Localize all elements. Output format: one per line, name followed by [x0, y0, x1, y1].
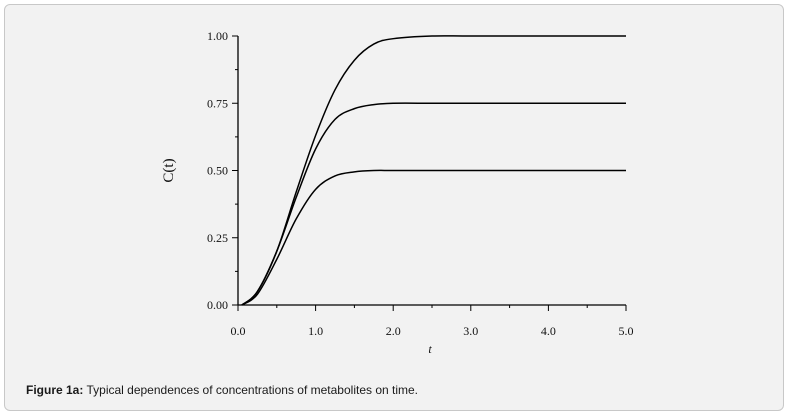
x-tick-label: 5.0 — [619, 324, 634, 338]
series-line-2 — [241, 102, 626, 306]
y-tick-label: 1.00 — [207, 29, 228, 43]
figure-frame: 0.00 0.25 0.50 0.75 1.00 0.0 1.0 2.0 3.0 4.0 5.0 C… — [4, 4, 784, 411]
line-chart: 0.00 0.25 0.50 0.75 1.00 0.0 1.0 2.0 3.0 4.0 5.0 C… — [161, 29, 634, 356]
figure-caption: Figure 1a: Typical dependences of concen… — [26, 383, 418, 397]
caption-label: Figure 1a: — [26, 383, 84, 397]
x-tick-label: 3.0 — [463, 324, 478, 338]
y-tick-label: 0.25 — [207, 231, 228, 245]
x-axis-label: t — [428, 342, 432, 356]
chart-ticks: 0.00 0.25 0.50 0.75 1.00 0.0 1.0 2.0 3.0 4.0 5.0 — [207, 29, 634, 338]
x-tick-label: 2.0 — [386, 324, 401, 338]
y-axis-label: C(t) — [161, 158, 177, 182]
chart-series — [241, 35, 626, 306]
x-tick-label: 4.0 — [541, 324, 556, 338]
x-tick-label: 1.0 — [308, 324, 323, 338]
y-tick-label: 0.50 — [207, 164, 228, 178]
caption-text: Typical dependences of concentrations of… — [83, 383, 419, 397]
x-tick-label: 0.0 — [231, 324, 246, 338]
y-tick-label: 0.75 — [207, 96, 228, 110]
series-line-3 — [241, 169, 626, 306]
y-tick-label: 0.00 — [207, 298, 228, 312]
